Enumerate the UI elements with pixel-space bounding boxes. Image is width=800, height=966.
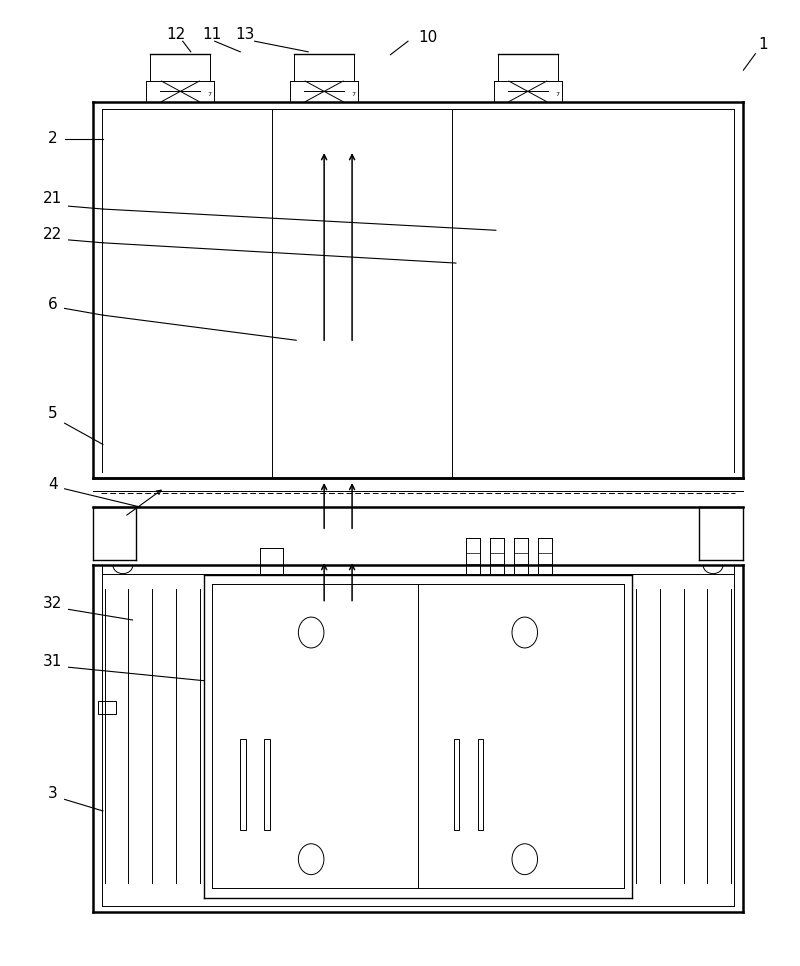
Text: 3: 3 [48, 786, 58, 801]
Text: 4: 4 [48, 477, 58, 493]
Text: 5: 5 [48, 406, 58, 421]
Text: 11: 11 [202, 27, 222, 42]
Text: 12: 12 [166, 27, 186, 42]
Text: 32: 32 [43, 596, 62, 611]
Text: 1: 1 [758, 37, 768, 51]
Text: 7: 7 [351, 92, 355, 97]
Text: 31: 31 [43, 654, 62, 668]
FancyBboxPatch shape [98, 700, 116, 714]
Text: 2: 2 [48, 131, 58, 146]
Text: 22: 22 [43, 227, 62, 242]
Text: 7: 7 [207, 92, 211, 97]
Text: 7: 7 [555, 92, 559, 97]
Text: 10: 10 [418, 30, 438, 44]
Text: 13: 13 [235, 27, 254, 42]
Text: 6: 6 [48, 298, 58, 312]
Text: 21: 21 [43, 191, 62, 206]
